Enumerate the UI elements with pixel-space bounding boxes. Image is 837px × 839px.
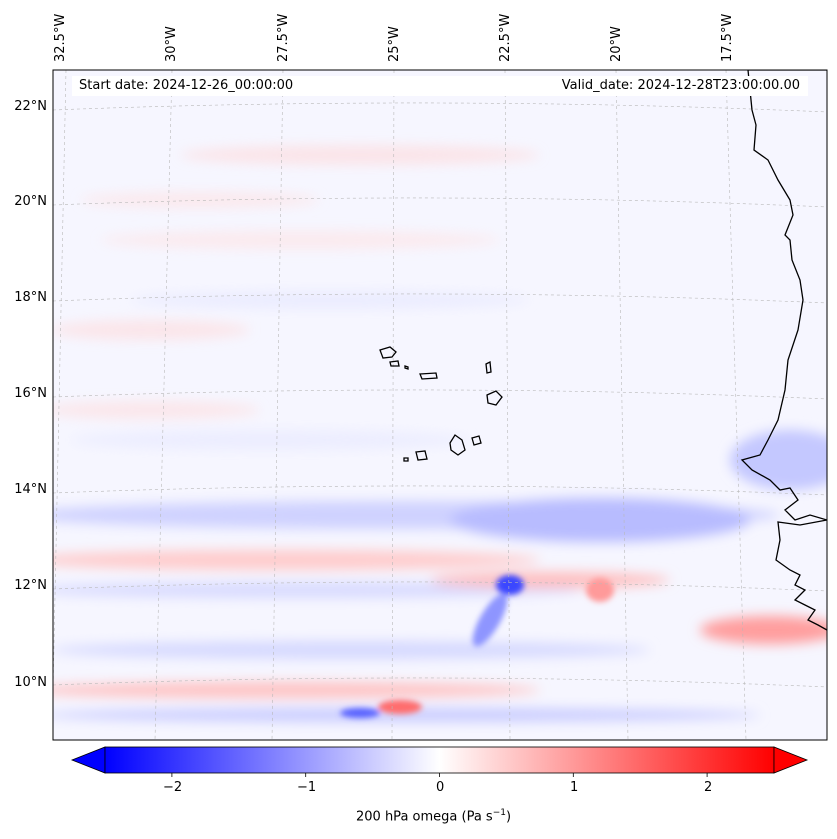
cape-verde-island	[486, 390, 503, 406]
descent-streak	[53, 320, 250, 340]
strong-ascent	[496, 575, 524, 595]
cape-verde-island	[419, 372, 438, 380]
parallel-line	[53, 102, 827, 113]
ascent-streak	[70, 430, 470, 450]
cape-verde-island	[449, 434, 466, 456]
parallel-line	[53, 677, 827, 688]
africa-coast	[740, 70, 827, 521]
colorbar	[70, 746, 809, 777]
colorbar-label-close: )	[505, 809, 512, 825]
descent-patch	[586, 578, 614, 602]
lat-label: 18°N	[14, 290, 47, 305]
cape-verde-island	[471, 435, 482, 446]
cape-verde-island	[379, 346, 397, 359]
header-box	[72, 76, 808, 96]
colorbar-extend-high	[773, 746, 809, 774]
omega-field	[53, 70, 827, 740]
lon-label: 25°W	[387, 26, 402, 62]
map-frame	[52, 69, 828, 741]
valid-date-label: Valid_date: 2024-12-28T23:00:00.00	[561, 78, 800, 93]
colorbar-tick-label: 1	[570, 780, 579, 795]
descent-streak	[80, 192, 320, 208]
descent-band	[53, 682, 540, 698]
colorbar-tick-label: −1	[297, 780, 317, 795]
colorbar-extend-low	[70, 746, 106, 774]
colorbar-tick-label: −2	[163, 780, 183, 795]
lon-label: 22.5°W	[498, 13, 513, 62]
descent-band	[430, 572, 670, 588]
cape-verde-island	[389, 360, 400, 367]
cape-verde-island	[403, 457, 409, 462]
parallel-line	[53, 485, 827, 496]
meridian-line	[53, 70, 67, 707]
start-date-label: Start date: 2024-12-26_00:00:00	[79, 78, 294, 93]
colorbar-label-exponent: −1	[492, 808, 506, 818]
cape-verde-island	[415, 450, 428, 461]
ascent-band	[53, 708, 760, 722]
colorbar-axis-label: 200 hPa omega (Pa s−1)	[356, 808, 511, 824]
meridian-line	[615, 70, 629, 740]
ascent-streak	[130, 291, 530, 309]
lat-label: 16°N	[14, 386, 47, 401]
lon-label: 32.5°W	[53, 13, 68, 62]
ascent-band	[53, 582, 580, 598]
lat-label: 20°N	[14, 194, 47, 209]
meridian-line	[504, 70, 511, 740]
lat-label: 14°N	[14, 482, 47, 497]
descent-patch	[700, 616, 827, 644]
lon-label: 17.5°W	[720, 13, 735, 62]
parallel-line	[53, 197, 827, 208]
strong-ascent	[340, 708, 380, 718]
lon-label: 20°W	[609, 26, 624, 62]
ascent-band	[450, 498, 750, 542]
coastline	[379, 70, 827, 631]
lat-label: 22°N	[14, 99, 47, 114]
descent-streak	[180, 145, 540, 165]
lon-label: 27.5°W	[276, 13, 291, 62]
strong-ascent	[472, 593, 508, 647]
meridian-line	[271, 70, 284, 740]
strong-descent	[378, 700, 422, 714]
ascent-band	[730, 430, 827, 490]
descent-band	[53, 550, 540, 570]
lon-label: 30°W	[164, 26, 179, 62]
descent-streak	[100, 231, 500, 249]
lat-label: 12°N	[14, 578, 47, 593]
ascent-band	[53, 641, 650, 659]
meridian-line	[725, 70, 747, 740]
colorbar-ticks	[171, 773, 708, 777]
africa-coast	[775, 519, 827, 631]
parallel-line	[53, 389, 827, 400]
colorbar-label-text: 200 hPa omega (Pa s	[356, 809, 493, 825]
colorbar-tick-label: 0	[436, 780, 445, 795]
colorbar-tick-label: 2	[704, 780, 713, 795]
colorbar-gradient	[104, 746, 775, 774]
lat-label: 10°N	[14, 675, 47, 690]
parallel-line	[53, 581, 827, 592]
cape-verde-island	[404, 365, 409, 370]
parallel-line	[53, 293, 827, 304]
meridian-line	[391, 70, 395, 740]
graticule	[53, 70, 827, 740]
cape-verde-island	[485, 360, 492, 374]
descent-streak	[53, 401, 260, 419]
meridian-line	[154, 70, 173, 740]
